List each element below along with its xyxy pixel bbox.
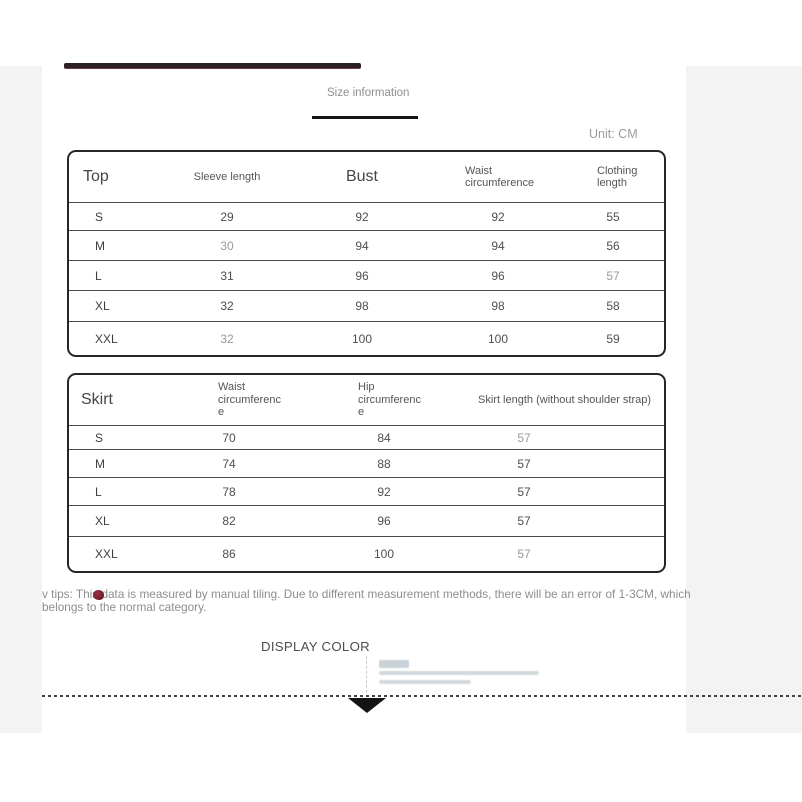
value-cell: 100 <box>351 331 373 346</box>
value-cell: 30 <box>220 238 234 253</box>
skirt-size-table: Skirt Waist circumference Hip circumfere… <box>67 373 666 573</box>
size-label-cell: S <box>95 430 104 445</box>
value-cell: 29 <box>220 209 234 224</box>
heading-underline <box>312 116 418 119</box>
size-label-cell: L <box>95 484 102 499</box>
column-header-sleeve-length: Sleeve length <box>193 170 261 183</box>
value-cell: 98 <box>355 299 369 313</box>
size-label-cell: XXL <box>95 331 118 346</box>
value-cell: 84 <box>377 430 391 445</box>
size-label-cell: L <box>95 268 102 283</box>
size-label-cell: M <box>95 238 105 253</box>
value-cell: 56 <box>606 238 620 253</box>
value-cell: 94 <box>355 238 369 253</box>
value-cell: 94 <box>491 238 505 253</box>
value-cell: 78 <box>222 484 236 499</box>
top-size-table: Top Sleeve length Bust Waist circumferen… <box>67 150 666 357</box>
size-label-cell: XL <box>95 514 110 528</box>
table-row: S 70 84 57 <box>69 425 664 449</box>
value-cell: 98 <box>491 299 505 313</box>
skirt-table-header-row: Skirt Waist circumference Hip circumfere… <box>69 375 664 425</box>
unit-label: Unit: CM <box>589 127 638 141</box>
table-row: XL 32 98 98 58 <box>69 290 664 321</box>
banner-bottom-bar <box>64 63 361 69</box>
value-cell: 57 <box>517 547 531 561</box>
value-cell: 86 <box>222 547 236 561</box>
watermark-line <box>379 660 409 668</box>
column-header-hip-circumference: Hip circumference <box>358 381 421 419</box>
value-cell: 96 <box>355 268 369 283</box>
size-label-cell: S <box>95 209 104 224</box>
measurement-tips-text: v tips: This data is measured by manual … <box>42 587 691 614</box>
heart-icon <box>93 590 104 600</box>
size-info-heading: Size information <box>327 87 410 99</box>
table-row: M 30 94 94 56 <box>69 230 664 260</box>
page-margin-left <box>0 66 42 733</box>
value-cell: 92 <box>377 484 391 499</box>
size-label-cell: XXL <box>95 547 118 561</box>
column-header-bust: Bust <box>345 167 378 185</box>
column-header-waist-circumference: Waist circumference <box>465 164 535 190</box>
column-header-skirt-length: Skirt length (without shoulder strap) <box>478 393 652 406</box>
value-cell: 57 <box>517 430 531 445</box>
table-row: L 31 96 96 57 <box>69 260 664 290</box>
dashed-divider <box>42 695 802 697</box>
value-cell: 57 <box>517 484 531 499</box>
value-cell: 92 <box>491 209 505 224</box>
table-row: S 29 92 92 55 <box>69 202 664 230</box>
value-cell: 58 <box>606 299 620 313</box>
display-color-label: DISPLAY COLOR <box>261 639 370 654</box>
value-cell: 100 <box>487 331 509 346</box>
value-cell: 57 <box>606 268 620 283</box>
value-cell: 96 <box>377 514 391 528</box>
value-cell: 74 <box>222 456 236 471</box>
column-header-waist-circumference: Waist circumference <box>218 381 281 419</box>
value-cell: 57 <box>517 514 531 528</box>
value-cell: 96 <box>491 268 505 283</box>
page-margin-right <box>686 66 802 733</box>
value-cell: 82 <box>222 514 236 528</box>
size-label-cell: M <box>95 456 105 471</box>
size-label-cell: XL <box>95 299 110 313</box>
value-cell: 55 <box>606 209 620 224</box>
column-header-top: Top <box>83 167 109 185</box>
value-cell: 31 <box>220 268 234 283</box>
table-row: M 74 88 57 <box>69 449 664 477</box>
table-row: XXL 86 100 57 <box>69 536 664 571</box>
value-cell: 32 <box>220 299 234 313</box>
value-cell: 100 <box>373 547 395 561</box>
value-cell: 59 <box>606 331 620 346</box>
value-cell: 57 <box>517 456 531 471</box>
value-cell: 32 <box>220 331 234 346</box>
watermark-squiggle <box>366 656 367 693</box>
watermark-line <box>379 680 471 684</box>
column-header-clothing-length: Clothing length <box>597 164 638 190</box>
value-cell: 70 <box>222 430 236 445</box>
table-row: XXL 32 100 100 59 <box>69 321 664 355</box>
value-cell: 88 <box>377 456 391 471</box>
value-cell: 92 <box>355 209 369 224</box>
table-row: XL 82 96 57 <box>69 505 664 536</box>
table-row: L 78 92 57 <box>69 477 664 505</box>
watermark-line <box>379 671 539 675</box>
column-header-skirt: Skirt <box>81 390 113 408</box>
down-arrow-icon <box>348 698 386 713</box>
top-table-header-row: Top Sleeve length Bust Waist circumferen… <box>69 152 664 202</box>
